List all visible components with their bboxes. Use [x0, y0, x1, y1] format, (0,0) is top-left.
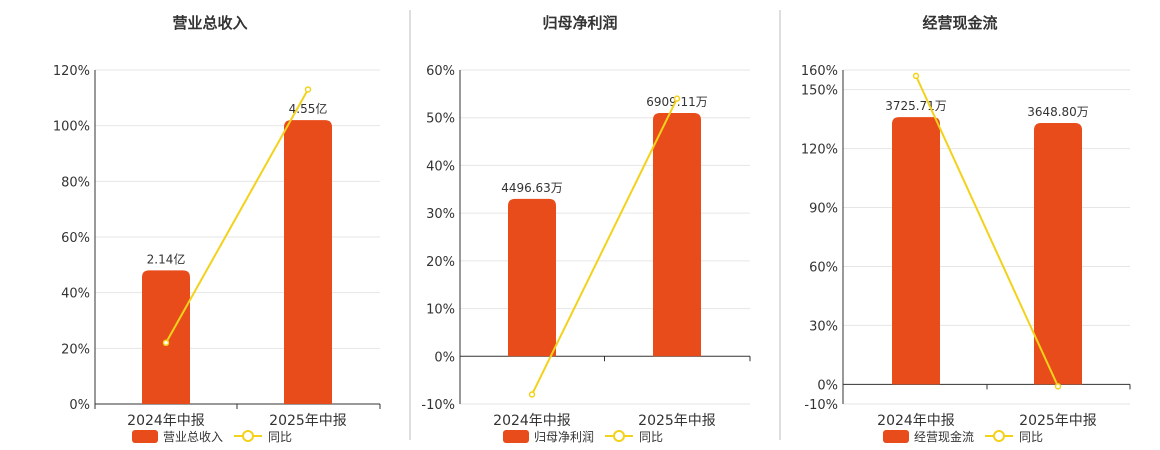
y-tick-label: 100% [53, 120, 90, 135]
bar-value-label: 6909.11万 [646, 95, 708, 109]
legend-line-marker [993, 430, 1005, 442]
legend-line-label: 同比 [1019, 430, 1043, 444]
yoy-point [162, 339, 170, 347]
bar [1034, 123, 1082, 385]
legend-line-marker [242, 430, 254, 442]
chart-title: 归母净利润 [542, 14, 617, 32]
legend-line-label: 同比 [268, 430, 292, 444]
legend-line-label: 同比 [639, 430, 663, 444]
y-tick-label: 0% [817, 378, 838, 393]
y-tick-label: 150% [801, 84, 838, 99]
yoy-point [1054, 383, 1062, 390]
y-tick-label: 120% [53, 64, 90, 79]
legend-bar-swatch [132, 430, 158, 443]
y-tick-label: 40% [426, 159, 455, 174]
x-tick-label: 2024年中报 [493, 413, 571, 429]
bar [284, 120, 332, 404]
y-tick-label: 20% [426, 255, 455, 270]
y-tick-label: 160% [801, 64, 838, 79]
x-tick-label: 2025年中报 [1019, 413, 1097, 429]
chart-title: 营业总收入 [172, 14, 247, 32]
legend-bar-label: 经营现金流 [914, 429, 974, 444]
y-tick-label: 10% [426, 303, 455, 318]
y-tick-label: -10% [804, 398, 838, 413]
bar [508, 198, 556, 357]
bar-value-label: 3725.71万 [885, 99, 947, 113]
bar-value-label: 3648.80万 [1027, 105, 1089, 119]
y-tick-label: 0% [69, 398, 90, 413]
legend-line-marker [613, 430, 625, 442]
chart-panel-2: 归母净利润 -10% 0% 10% 20% 30% 40% 50% 60% 4496.63万 690… [421, 14, 751, 444]
bar [653, 112, 701, 357]
yoy-line [165, 88, 309, 344]
x-tick-label: 2024年中报 [127, 413, 205, 429]
bar-value-label: 2.14亿 [147, 251, 186, 266]
x-tick-label: 2025年中报 [269, 413, 347, 429]
y-tick-label: 40% [61, 287, 90, 302]
x-tick-label: 2024年中报 [877, 413, 955, 429]
y-tick-label: 30% [809, 319, 838, 334]
yoy-point [528, 391, 536, 398]
y-tick-label: 50% [426, 112, 455, 127]
y-tick-label: -10% [421, 398, 455, 413]
yoy-point [304, 86, 312, 93]
legend-bar-label: 归母净利润 [534, 430, 594, 444]
yoy-point [673, 95, 681, 102]
x-tick-label: 2025年中报 [638, 413, 716, 429]
yoy-line [915, 75, 1059, 387]
chart-panel-1: 营业总收入0%20%40%60%80%100%120%2.14亿4.55亿202… [53, 14, 381, 444]
yoy-line [531, 98, 678, 395]
chart-panel-3: 经营现金流 -10% 0% 30% 60% 90% 120% 150% 160% 3725.71万… [801, 14, 1131, 444]
bar-value-label: 4496.63万 [501, 181, 563, 195]
yoy-point [912, 72, 920, 80]
y-tick-label: 80% [61, 175, 90, 190]
y-tick-label: 20% [61, 342, 90, 357]
chart-title: 经营现金流 [922, 14, 997, 32]
legend-bar-swatch [883, 430, 909, 443]
legend-bar-swatch [503, 430, 529, 443]
bar [142, 270, 190, 404]
y-tick-label: 120% [801, 143, 838, 158]
y-tick-label: 60% [809, 260, 838, 275]
y-tick-label: 0% [434, 350, 455, 365]
y-tick-label: 60% [61, 231, 90, 246]
y-tick-label: 60% [426, 64, 455, 79]
legend-bar-label: 营业总收入 [163, 430, 223, 444]
y-tick-label: 30% [426, 207, 455, 222]
y-tick-label: 90% [809, 202, 838, 217]
bar [892, 117, 940, 385]
